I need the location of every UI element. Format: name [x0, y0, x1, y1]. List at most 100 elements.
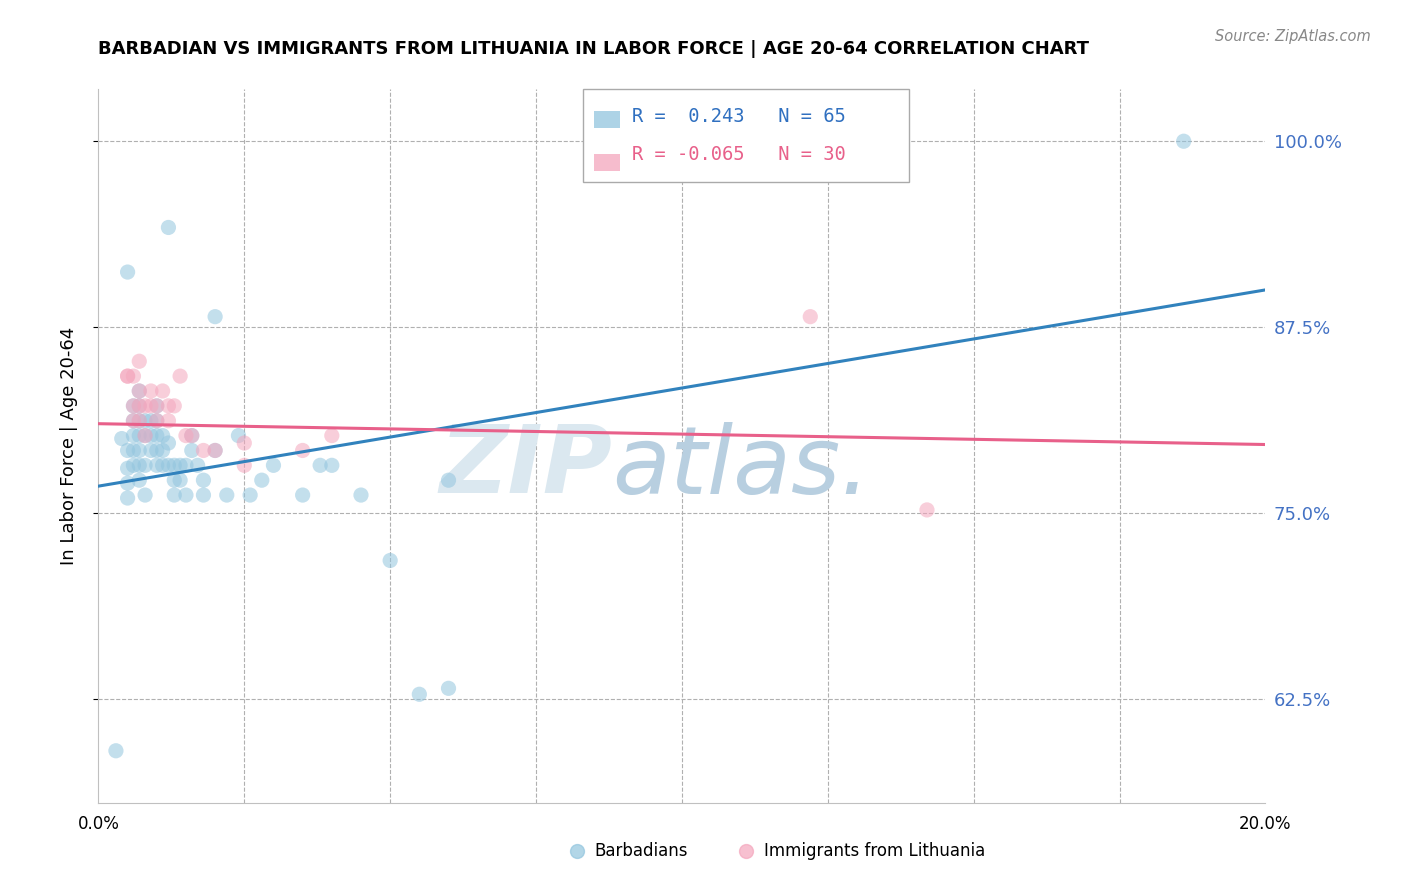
FancyBboxPatch shape — [595, 153, 620, 171]
FancyBboxPatch shape — [595, 111, 620, 128]
Text: atlas.: atlas. — [612, 422, 870, 513]
Point — [174, 428, 197, 442]
Point — [146, 443, 169, 458]
Point — [117, 369, 139, 384]
Point — [193, 473, 215, 487]
Point — [146, 414, 169, 428]
Point — [163, 488, 186, 502]
Point — [134, 414, 156, 428]
Point — [134, 399, 156, 413]
Point — [157, 414, 180, 428]
Point — [163, 473, 186, 487]
Point — [204, 443, 226, 458]
Point — [146, 428, 169, 442]
Point — [157, 399, 180, 413]
Point — [128, 399, 150, 413]
Point — [174, 458, 197, 473]
Y-axis label: In Labor Force | Age 20-64: In Labor Force | Age 20-64 — [59, 326, 77, 566]
Point — [128, 414, 150, 428]
Point — [193, 443, 215, 458]
Point — [350, 488, 373, 502]
Point — [122, 414, 145, 428]
Point — [187, 458, 209, 473]
Point — [104, 744, 127, 758]
Point — [128, 458, 150, 473]
Point — [228, 428, 250, 442]
Text: Barbadians: Barbadians — [595, 842, 688, 860]
Point — [122, 428, 145, 442]
Point — [163, 458, 186, 473]
Point — [233, 458, 256, 473]
Point — [134, 488, 156, 502]
Point — [134, 428, 156, 442]
Point — [128, 443, 150, 458]
Point — [169, 458, 191, 473]
Point — [437, 681, 460, 696]
Point — [139, 428, 162, 442]
Point — [152, 458, 174, 473]
Point — [146, 414, 169, 428]
Point — [122, 399, 145, 413]
Point — [146, 458, 169, 473]
Text: R = -0.065   N = 30: R = -0.065 N = 30 — [631, 145, 845, 164]
Point — [128, 414, 150, 428]
Point — [117, 369, 139, 384]
Point — [169, 369, 191, 384]
Point — [239, 488, 262, 502]
Point — [122, 369, 145, 384]
Point — [262, 458, 284, 473]
Point — [233, 436, 256, 450]
Point — [157, 436, 180, 450]
Point — [799, 310, 821, 324]
FancyBboxPatch shape — [582, 89, 910, 182]
Point — [1173, 134, 1195, 148]
Point — [193, 488, 215, 502]
Point — [291, 488, 314, 502]
Point — [117, 491, 139, 505]
Point — [204, 310, 226, 324]
Point — [915, 503, 938, 517]
Point — [122, 458, 145, 473]
Point — [215, 488, 238, 502]
Point — [139, 399, 162, 413]
Point — [128, 384, 150, 398]
Text: R =  0.243   N = 65: R = 0.243 N = 65 — [631, 107, 845, 126]
Point — [180, 428, 202, 442]
Point — [204, 443, 226, 458]
Point — [380, 553, 402, 567]
Point — [152, 443, 174, 458]
Point — [291, 443, 314, 458]
Text: Immigrants from Lithuania: Immigrants from Lithuania — [763, 842, 984, 860]
Point — [157, 220, 180, 235]
Point — [117, 265, 139, 279]
Point — [146, 399, 169, 413]
Point — [152, 384, 174, 398]
Point — [122, 443, 145, 458]
Point — [157, 458, 180, 473]
Point — [437, 473, 460, 487]
Text: Source: ZipAtlas.com: Source: ZipAtlas.com — [1215, 29, 1371, 44]
Point — [128, 384, 150, 398]
Point — [408, 687, 430, 701]
Point — [122, 414, 145, 428]
Point — [139, 384, 162, 398]
Point — [128, 354, 150, 368]
Text: BARBADIAN VS IMMIGRANTS FROM LITHUANIA IN LABOR FORCE | AGE 20-64 CORRELATION CH: BARBADIAN VS IMMIGRANTS FROM LITHUANIA I… — [98, 40, 1090, 58]
Text: ZIP: ZIP — [439, 421, 612, 514]
Point — [180, 443, 202, 458]
Point — [117, 476, 139, 491]
Point — [180, 428, 202, 442]
Point — [146, 399, 169, 413]
Point — [321, 458, 343, 473]
Point — [122, 399, 145, 413]
Point — [128, 428, 150, 442]
Point — [128, 473, 150, 487]
Point — [139, 443, 162, 458]
Point — [250, 473, 273, 487]
Point — [117, 461, 139, 475]
Point — [169, 473, 191, 487]
Point — [321, 428, 343, 442]
Point — [134, 428, 156, 442]
Point — [152, 428, 174, 442]
Point — [174, 488, 197, 502]
